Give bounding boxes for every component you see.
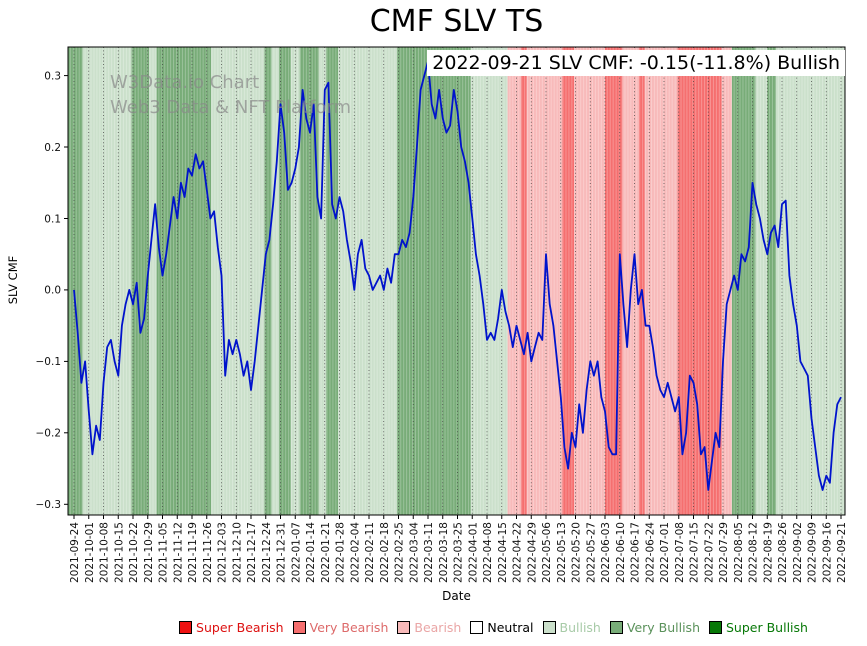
x-tick-label: 2022-08-19 <box>762 522 774 583</box>
x-tick-label: 2021-10-15 <box>113 522 125 583</box>
legend-label: Bullish <box>559 620 601 635</box>
legend-label: Very Bearish <box>309 620 389 635</box>
x-tick-label: 2021-12-17 <box>246 522 258 583</box>
x-tick-label: 2022-01-14 <box>305 522 317 583</box>
x-tick-label: 2021-10-08 <box>99 522 111 583</box>
x-tick-label: 2021-11-19 <box>187 522 199 583</box>
x-tick-label: 2022-05-20 <box>571 522 583 583</box>
legend-label: Very Bullish <box>626 620 700 635</box>
x-tick-label: 2022-04-29 <box>526 522 538 583</box>
legend-item-super-bullish: Super Bullish <box>709 620 808 635</box>
x-tick-label: 2022-04-08 <box>482 522 494 583</box>
x-axis-label: Date <box>442 589 471 603</box>
x-tick-label: 2021-11-26 <box>202 522 214 583</box>
y-tick-label: −0.2 <box>36 428 62 440</box>
legend-item-neutral: Neutral <box>470 620 534 635</box>
x-tick-label: 2021-09-24 <box>69 522 81 583</box>
x-tick-label: 2022-04-15 <box>497 522 509 583</box>
x-tick-label: 2021-10-22 <box>128 522 140 583</box>
x-tick-label: 2022-06-24 <box>644 522 656 583</box>
legend-label: Bearish <box>414 620 462 635</box>
y-tick-label: −0.1 <box>36 356 62 368</box>
x-tick-label: 2022-07-01 <box>659 522 671 583</box>
y-axis-label: SLV CMF <box>6 255 20 305</box>
x-tick-label: 2022-09-02 <box>792 522 804 583</box>
x-tick-label: 2022-05-06 <box>541 522 553 583</box>
legend-swatch-super_bearish <box>179 621 193 634</box>
x-tick-label: 2022-01-21 <box>320 522 332 583</box>
watermark-line1: W3Data.io Chart <box>110 72 260 93</box>
legend-swatch-neutral <box>470 621 484 634</box>
x-tick-label: 2021-10-01 <box>84 522 96 583</box>
legend-swatch-very_bearish <box>292 621 306 634</box>
y-tick-label: 0.3 <box>44 70 61 82</box>
x-tick-label: 2022-08-05 <box>733 522 745 583</box>
legend-label: Super Bullish <box>726 620 808 635</box>
x-tick-label: 2022-05-13 <box>556 522 568 583</box>
cmf-line <box>73 60 842 491</box>
legend-swatch-super_bullish <box>709 621 722 634</box>
x-tick-label: 2021-12-31 <box>276 522 288 583</box>
legend: Super Bearish Very Bearish Bearish Neutral B… <box>120 620 867 635</box>
x-tick-label: 2022-07-29 <box>718 522 730 583</box>
watermark: W3Data.io Chart Web3 Data & NFT Platform <box>110 70 351 120</box>
legend-item-very-bullish: Very Bullish <box>609 620 700 635</box>
x-tick-label: 2022-02-11 <box>364 522 376 583</box>
chart-title: CMF SLV TS <box>369 4 544 39</box>
latest-value-annotation: 2022-09-21 SLV CMF: -0.15(-11.8%) Bullis… <box>427 50 845 76</box>
x-tick-label: 2022-03-18 <box>438 522 450 583</box>
legend-swatch-bullish <box>542 621 556 634</box>
legend-item-very-bearish: Very Bearish <box>292 620 389 635</box>
x-tick-label: 2022-02-18 <box>379 522 391 583</box>
x-tick-label: 2022-02-04 <box>349 522 361 583</box>
y-tick-label: 0.0 <box>44 285 61 297</box>
x-tick-label: 2022-08-12 <box>748 522 760 583</box>
x-tick-label: 2022-08-26 <box>777 522 789 583</box>
legend-swatch-bearish <box>397 621 411 634</box>
y-tick-label: −0.3 <box>36 499 62 511</box>
x-tick-label: 2022-07-15 <box>689 522 701 583</box>
x-tick-label: 2022-07-22 <box>703 522 715 583</box>
x-tick-label: 2022-06-17 <box>630 522 642 583</box>
x-tick-label: 2022-09-21 <box>836 522 848 583</box>
x-tick-label: 2021-11-05 <box>158 522 170 583</box>
x-tick-label: 2022-09-16 <box>821 522 833 583</box>
x-tick-label: 2022-06-10 <box>615 522 627 583</box>
legend-label: Neutral <box>487 620 534 635</box>
x-tick-label: 2021-12-24 <box>261 522 273 583</box>
legend-item-bullish: Bullish <box>542 620 601 635</box>
x-tick-label: 2022-03-04 <box>408 522 420 583</box>
x-tick-label: 2022-03-25 <box>453 522 465 583</box>
x-tick-label: 2022-06-03 <box>600 522 612 583</box>
legend-label: Super Bearish <box>196 620 284 635</box>
x-tick-label: 2021-10-29 <box>143 522 155 583</box>
x-tick-label: 2021-12-03 <box>217 522 229 583</box>
legend-item-bearish: Bearish <box>397 620 461 635</box>
plot-border <box>67 46 846 516</box>
x-tick-label: 2022-09-09 <box>807 522 819 583</box>
x-tick-label: 2022-04-01 <box>467 522 479 583</box>
x-tick-label: 2022-02-25 <box>394 522 406 583</box>
x-tick-label: 2022-01-07 <box>290 522 302 583</box>
x-tick-label: 2021-12-10 <box>231 522 243 583</box>
legend-swatch-very_bullish <box>609 621 623 634</box>
x-tick-label: 2021-11-12 <box>172 522 184 583</box>
y-tick-label: 0.2 <box>44 142 61 154</box>
y-tick-label: 0.1 <box>44 213 61 225</box>
x-tick-label: 2022-07-08 <box>674 522 686 583</box>
legend-item-super-bearish: Super Bearish <box>179 620 284 635</box>
x-tick-label: 2022-01-28 <box>335 522 347 583</box>
watermark-line2: Web3 Data & NFT Platform <box>110 97 352 118</box>
x-tick-label: 2022-05-27 <box>585 522 597 583</box>
x-tick-label: 2022-04-22 <box>512 522 524 583</box>
x-tick-label: 2022-03-11 <box>423 522 435 583</box>
